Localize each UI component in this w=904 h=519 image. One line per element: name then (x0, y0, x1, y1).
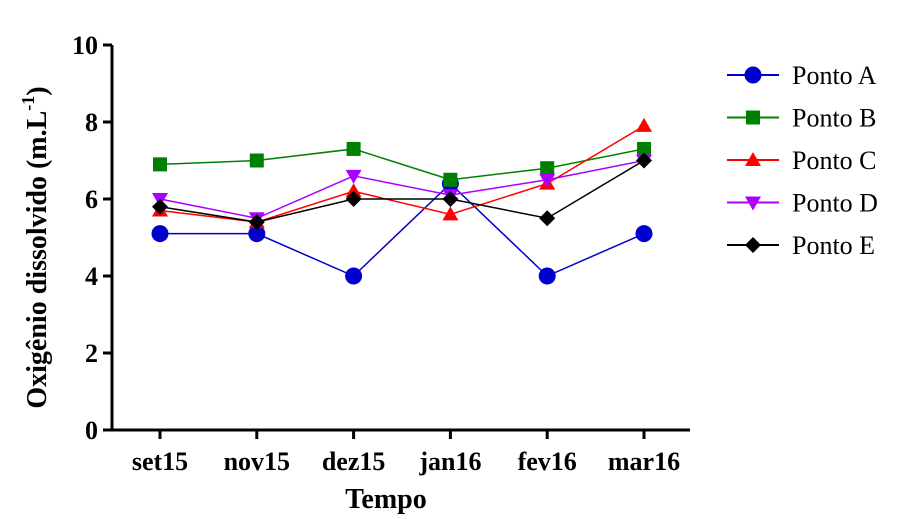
y-tick-label: 6 (85, 185, 98, 214)
data-point (346, 141, 361, 156)
data-point (345, 169, 362, 184)
legend: Ponto A Ponto B Ponto C Ponto D Ponto E (727, 61, 878, 260)
data-point (345, 183, 362, 198)
series-line (160, 182, 645, 277)
y-tick-label: 4 (85, 262, 98, 291)
y-axis-title-close: ) (22, 86, 53, 95)
y-tick-label: 0 (85, 416, 98, 445)
legend-item: Ponto D (727, 189, 878, 218)
data-point (153, 157, 167, 172)
y-tick-label: 8 (85, 108, 98, 137)
x-tick-label: set15 (132, 447, 188, 476)
series-ponto-b (153, 141, 651, 187)
x-axis-title: Tempo (345, 484, 426, 515)
series-ponto-a (151, 175, 653, 285)
x-tick-label: mar16 (608, 447, 680, 476)
legend-label: Ponto D (792, 189, 878, 218)
data-point (539, 210, 556, 227)
data-point (248, 225, 266, 243)
legend-label: Ponto C (792, 146, 877, 175)
y-axis-title-main: Oxigênio dissolvido (m.L (22, 111, 53, 409)
data-point (345, 191, 362, 207)
data-point (443, 172, 458, 187)
legend-item: Ponto B (727, 104, 877, 133)
data-point (151, 225, 169, 243)
legend-item: Ponto E (727, 231, 875, 260)
y-axis-title: Oxigênio dissolvido (m.L-1) (18, 86, 53, 408)
data-point (248, 214, 265, 231)
y-ticks: 0 2 4 6 8 10 (72, 31, 112, 445)
legend-marker (745, 152, 761, 166)
y-tick-label: 10 (72, 31, 98, 60)
series-line (159, 148, 645, 181)
x-ticks: set15 nov15 dez15 jan16 fev16 mar16 (132, 430, 680, 476)
data-point (636, 152, 652, 169)
series-line (159, 159, 645, 223)
data-point (152, 198, 168, 215)
data-point (442, 206, 459, 221)
legend-item: Ponto A (727, 61, 877, 90)
legend-marker (746, 110, 760, 125)
series-line (159, 125, 645, 223)
x-tick-label: fev16 (518, 447, 577, 476)
legend-marker (744, 66, 762, 84)
data-point (442, 191, 459, 207)
axes (110, 45, 690, 432)
legend-label: Ponto B (792, 104, 877, 133)
data-point (637, 141, 651, 156)
series-line (159, 159, 645, 220)
data-point (540, 161, 555, 176)
data-point (345, 267, 363, 285)
series-ponto-e (152, 152, 652, 231)
legend-item: Ponto C (727, 146, 877, 175)
x-tick-label: dez15 (322, 447, 386, 476)
data-point (538, 267, 556, 285)
data-point (636, 117, 652, 132)
data-point (635, 225, 653, 243)
legend-label: Ponto E (792, 231, 875, 260)
x-tick-label: nov15 (224, 447, 290, 476)
y-tick-label: 2 (85, 339, 98, 368)
x-tick-label: jan16 (418, 447, 481, 476)
legend-marker (745, 237, 761, 253)
legend-marker (745, 196, 761, 211)
data-point (539, 173, 556, 188)
y-axis-title-superscript: -1 (18, 96, 38, 111)
data-point (249, 153, 264, 168)
legend-label: Ponto A (792, 61, 877, 90)
series-layer (151, 117, 653, 285)
